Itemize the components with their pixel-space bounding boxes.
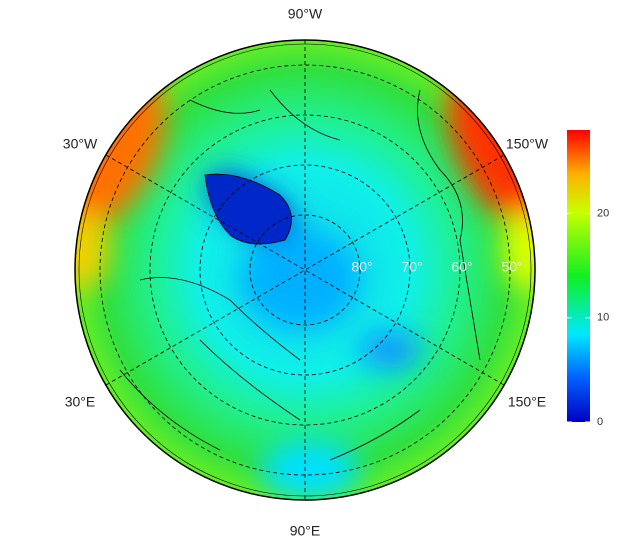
longitude-label: 150°E — [508, 394, 546, 410]
latitude-label: 50° — [501, 259, 522, 275]
longitude-label: 30°E — [65, 394, 96, 410]
map-border — [74, 39, 536, 501]
colorbar-tick-label: 0 — [597, 416, 603, 428]
colorbar-tick-label: 10 — [597, 312, 609, 324]
longitude-label: 30°W — [63, 136, 98, 152]
graticule — [99, 40, 511, 500]
colorbar-tick-label: 20 — [597, 207, 609, 219]
latitude-label: 80° — [351, 259, 372, 275]
colorbar — [567, 130, 590, 422]
latitude-label: 70° — [401, 259, 422, 275]
map-border — [78, 43, 532, 497]
latitude-label: 60° — [451, 259, 472, 275]
longitude-label: 90°E — [290, 523, 321, 539]
longitude-label: 90°W — [288, 6, 323, 22]
longitude-label: 150°W — [506, 136, 549, 152]
